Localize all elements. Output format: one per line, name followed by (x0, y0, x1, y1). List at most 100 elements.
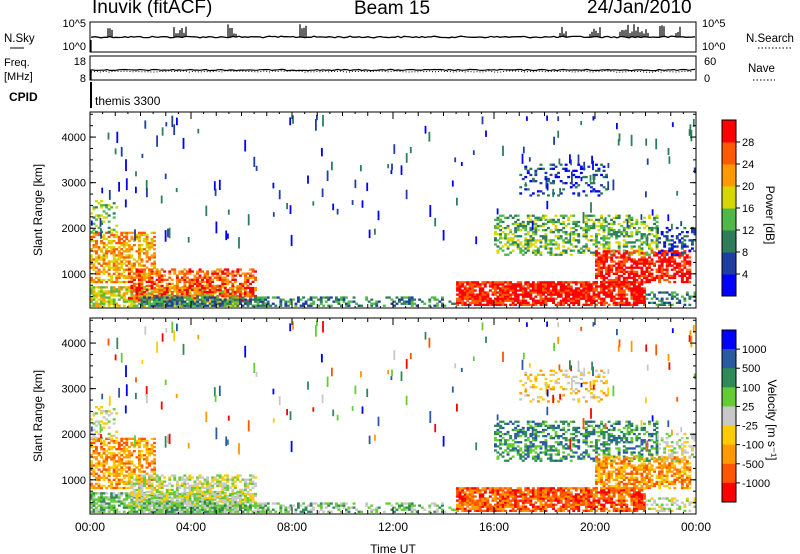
echo-cell (562, 231, 566, 234)
echo-cell (223, 302, 227, 305)
echo-cell (107, 506, 111, 509)
echo-cell (120, 470, 124, 473)
echo-cell (140, 497, 144, 500)
echo-cell (112, 506, 116, 509)
echo-cell (610, 297, 614, 300)
echo-cell (622, 220, 626, 224)
echo-cell (564, 287, 568, 290)
echo-cell (653, 295, 656, 298)
echo-cell (648, 262, 651, 265)
echo-cell (509, 295, 513, 298)
echo-cell (95, 239, 98, 243)
echo-cell (516, 299, 520, 302)
echo-cell (150, 264, 154, 267)
echo-cell (612, 260, 616, 263)
echo-cell (625, 260, 629, 263)
echo-cell (653, 293, 656, 296)
echo-cell (180, 478, 184, 481)
echo-cell (135, 282, 139, 286)
echo-cell (95, 424, 98, 427)
echo-cell (471, 293, 475, 296)
echo-cell (526, 116, 528, 121)
echo-cell (627, 283, 631, 286)
echo-cell (650, 301, 654, 304)
echo-cell (466, 303, 470, 306)
echo-cell (148, 288, 151, 291)
echo-cell (186, 293, 189, 296)
echo-cell (640, 249, 644, 252)
echo-cell (557, 289, 560, 292)
echo-cell (173, 268, 177, 271)
echo-cell (148, 486, 151, 489)
echo-cell (689, 124, 692, 130)
echo-cell (102, 468, 106, 471)
echo-cell (148, 272, 151, 275)
echo-cell (645, 251, 649, 254)
echo-cell (620, 254, 624, 257)
echo-cell (188, 298, 192, 301)
echo-cell (153, 492, 156, 496)
echo-cell (569, 297, 573, 300)
echo-cell (110, 482, 114, 486)
echo-cell (648, 278, 651, 282)
echo-cell (528, 157, 531, 162)
echo-cell (218, 270, 222, 273)
echo-cell (572, 222, 576, 226)
echo-cell (143, 239, 146, 243)
echo-cell (579, 293, 583, 296)
echo-cell (186, 482, 189, 485)
echo-cell (574, 245, 578, 248)
echo-cell (168, 227, 171, 239)
echo-cell (640, 301, 644, 304)
echo-cell (665, 278, 669, 282)
echo-cell (643, 241, 646, 244)
echo-cell (153, 468, 156, 471)
echo-cell (620, 303, 624, 306)
echo-cell (526, 285, 530, 288)
echo-cell (112, 292, 116, 295)
echo-cell (100, 264, 103, 267)
echo-cell (110, 252, 114, 255)
echo-cell (595, 268, 598, 271)
echo-cell (597, 291, 601, 294)
echo-cell (170, 293, 174, 296)
echo-cell (246, 293, 250, 296)
echo-cell (127, 492, 131, 495)
echo-cell (196, 282, 199, 286)
echo-cell (534, 216, 538, 219)
echo-cell (665, 264, 669, 267)
echo-cell (435, 304, 439, 307)
echo-cell (143, 288, 146, 291)
echo-cell (236, 508, 240, 511)
echo-cell (617, 297, 621, 300)
echo-cell (299, 298, 303, 301)
echo-cell (511, 289, 515, 292)
echo-cell (461, 285, 465, 288)
echo-cell (494, 285, 497, 288)
echo-cell (150, 492, 154, 496)
echo-cell (658, 303, 661, 306)
echo-cell (170, 291, 174, 294)
echo-cell (463, 281, 467, 284)
echo-cell (393, 144, 396, 154)
echo-cell (191, 297, 194, 300)
echo-cell (208, 284, 212, 288)
echo-cell (610, 289, 614, 292)
echo-cell (504, 303, 507, 306)
echo-cell (688, 274, 692, 278)
echo-cell (208, 492, 212, 495)
echo-cell (680, 264, 684, 267)
echo-cell (595, 303, 598, 306)
echo-cell (496, 224, 500, 228)
echo-cell (188, 282, 192, 286)
echo-cell (135, 233, 139, 237)
echo-cell (233, 300, 237, 303)
echo-cell (135, 441, 139, 445)
echo-cell (213, 284, 217, 288)
echo-cell (95, 292, 98, 295)
echo-cell (108, 190, 111, 200)
echo-cell (92, 246, 96, 249)
echo-cell (519, 281, 523, 284)
echo-cell (514, 291, 518, 294)
